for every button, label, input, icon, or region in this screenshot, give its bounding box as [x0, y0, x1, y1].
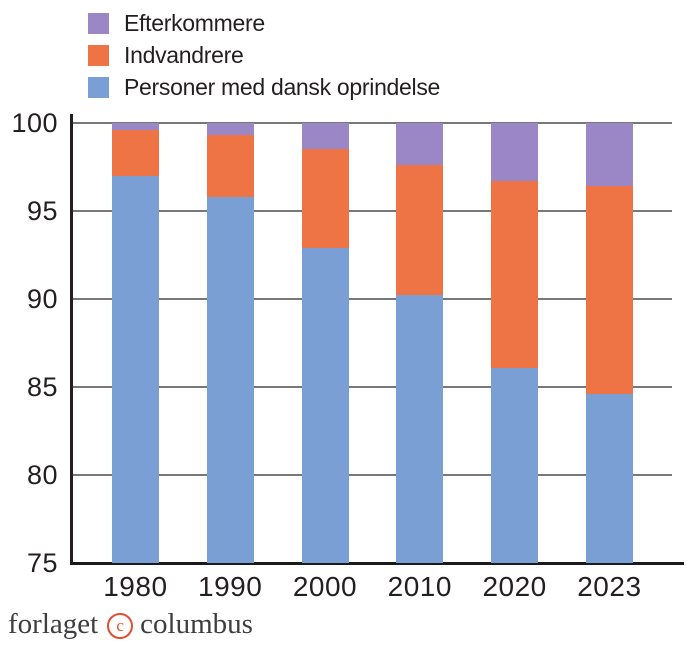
publisher-logo-suffix: columbus — [140, 608, 253, 640]
y-tick-label: 95 — [26, 196, 58, 226]
publisher-logo-prefix: forlaget — [8, 608, 99, 640]
copyright-icon: c — [107, 612, 134, 639]
bar-segment-indvandrere — [111, 130, 159, 176]
gridline-80 — [70, 474, 672, 476]
bar-segment-personer-med-dansk-oprindelse — [491, 367, 539, 563]
x-tick-label: 2010 — [387, 571, 452, 602]
bar-segment-personer-med-dansk-oprindelse — [111, 175, 159, 563]
y-tick-label: 90 — [26, 284, 58, 314]
legend-swatch-icon — [88, 12, 109, 34]
y-axis-line — [70, 114, 73, 564]
bar-segment-indvandrere — [491, 181, 539, 368]
x-tick-label: 1980 — [103, 571, 168, 602]
bar-segment-indvandrere — [206, 135, 254, 197]
bar-segment-indvandrere — [585, 186, 633, 395]
legend-swatch-icon — [88, 44, 109, 66]
gridline-90 — [70, 298, 672, 300]
legend-swatch-icon — [88, 76, 109, 98]
x-tick-label: 2023 — [577, 571, 642, 602]
bar-segment-personer-med-dansk-oprindelse — [206, 196, 254, 563]
chart-legend: Efterkommere Indvandrere Personer med dans… — [88, 7, 440, 103]
y-tick-label: 85 — [26, 372, 58, 402]
y-tick-label: 100 — [11, 108, 58, 138]
x-axis-line — [70, 562, 684, 565]
legend-item: Efterkommere — [88, 7, 440, 39]
bar-segment-indvandrere — [301, 149, 349, 248]
bar-segment-efterkommere — [491, 123, 539, 182]
bar-segment-personer-med-dansk-oprindelse — [396, 295, 444, 563]
bar-segment-efterkommere — [111, 123, 159, 131]
gridline-95 — [70, 210, 672, 212]
x-tick-label: 1990 — [198, 571, 263, 602]
legend-item: Personer med dansk oprindelse — [88, 71, 440, 103]
legend-label: Indvandrere — [124, 41, 244, 68]
legend-label: Personer med dansk oprindelse — [124, 73, 441, 100]
bar-segment-efterkommere — [396, 123, 444, 166]
bar-segment-efterkommere — [301, 123, 349, 150]
publisher-logo: forlaget c columbus — [8, 608, 253, 641]
legend-label: Efterkommere — [124, 9, 265, 36]
y-tick-label: 75 — [26, 548, 58, 578]
bar-segment-efterkommere — [206, 123, 254, 136]
bar-segment-indvandrere — [396, 165, 444, 296]
bar-segment-personer-med-dansk-oprindelse — [301, 247, 349, 563]
bar-segment-efterkommere — [585, 123, 633, 187]
bar-segment-personer-med-dansk-oprindelse — [585, 394, 633, 563]
legend-item: Indvandrere — [88, 39, 440, 71]
y-tick-label: 80 — [26, 460, 58, 490]
x-tick-label: 2020 — [482, 571, 547, 602]
gridline-100 — [70, 122, 672, 124]
gridline-85 — [70, 386, 672, 388]
x-tick-label: 2000 — [292, 571, 358, 602]
